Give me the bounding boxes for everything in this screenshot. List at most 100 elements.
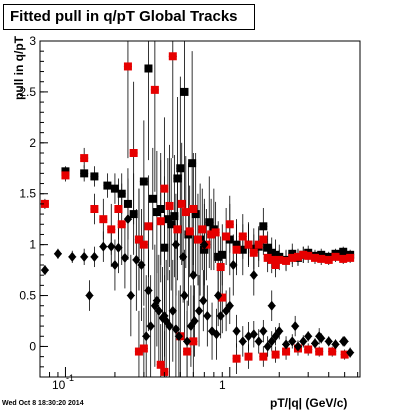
y-tick-label: 1 [29,238,36,252]
data-point-diamond [214,290,223,301]
data-point-square [218,293,227,302]
data-point-square [61,167,70,176]
data-point-square [211,228,220,237]
data-point-diamond [154,305,163,316]
data-point-square [61,171,70,180]
data-point-diamond [310,338,319,349]
data-point-square [189,337,198,346]
data-point-diamond [225,300,234,311]
data-point-square [40,199,49,208]
error-bars [40,41,355,377]
data-point-diamond [165,321,174,332]
data-point-diamond [189,270,198,281]
data-point-diamond [324,336,333,347]
data-point-diamond [99,241,108,252]
data-point-diamond [120,252,129,263]
data-point-diamond [346,347,355,358]
plot-frame [39,40,361,378]
data-point-diamond [249,329,258,340]
data-point-diamond [180,290,189,301]
data-point-square [167,220,176,229]
data-point-square [191,210,200,219]
data-point-square [183,347,192,356]
data-point-diamond [160,310,169,321]
data-point-square [275,255,284,264]
data-point-square [189,205,198,213]
data-point-square [310,253,319,262]
data-point-diamond [249,270,258,281]
data-point-square [263,253,272,262]
data-point-diamond [174,331,183,342]
data-point-diamond [288,336,297,347]
data-point-square [123,62,132,71]
data-point-square [267,255,276,264]
data-point-square [198,225,207,234]
data-point-diamond [85,290,94,301]
data-point-diamond [238,336,247,347]
data-point-diamond [232,326,241,337]
data-point-square [232,354,241,363]
data-point-square [168,52,177,61]
data-point-diamond [168,305,177,316]
data-point-diamond [200,239,209,250]
data-point-square [282,256,291,265]
data-point-square [156,205,165,213]
data-point-square [249,244,258,253]
data-point-square [205,218,214,227]
data-point-square [299,250,308,259]
data-point-diamond [275,326,284,337]
data-point-square [207,230,216,239]
data-point-square [200,245,209,254]
data-point-square [144,64,153,73]
data-point-square [160,243,169,252]
data-point-diamond [199,295,208,306]
data-point-square [117,189,126,198]
data-point-square [90,205,99,213]
data-point-square [317,250,326,259]
data-point-square [117,220,126,229]
data-point-diamond [68,251,77,262]
data-point-diamond [331,339,340,350]
data-point-square [134,347,143,356]
timestamp: Wed Oct 8 18:30:20 2014 [2,400,84,407]
data-point-square [156,360,165,369]
data-point-diamond [254,336,263,347]
y-tick-label: 1.5 [19,187,36,201]
data-point-square [107,225,116,234]
data-point-diamond [142,331,151,342]
data-point-diamond [183,336,192,347]
data-point-square [134,235,143,244]
data-point-square [144,222,153,231]
y-axis-label: pull in q/pT [12,36,26,100]
data-point-square [129,149,138,157]
data-point-square [218,250,227,259]
y-axis-ticks: 0 0.5 1 1.5 2 2.5 3 [19,34,48,368]
x-axis-label: pT/|q| (GeV/c) [270,396,348,410]
data-point-diamond [304,331,313,342]
y-tick-label: 0 [29,339,36,353]
data-point-diamond [229,260,238,270]
data-point-diamond [212,329,221,340]
x-tick-label-1: 1 [219,378,226,392]
data-point-diamond [203,310,212,321]
data-point-square [170,212,179,221]
data-point-diamond [179,251,188,262]
data-point-square [156,217,165,226]
data-point-square [271,350,280,359]
data-point-diamond [152,295,161,306]
data-point-diamond [171,239,180,250]
data-point-diamond [282,339,291,350]
data-point-square [244,240,253,249]
data-point-square [232,245,241,254]
data-point-square [339,247,348,256]
chart-title: Fitted pull in q/pT Global Tracks [3,4,255,30]
data-point-square [176,164,185,173]
data-point-square [288,249,297,258]
data-point-square [181,208,190,217]
data-point-square [165,201,174,210]
data-point-square [259,352,268,361]
data-point-square [249,248,258,257]
data-point-diamond [126,290,135,301]
data-point-diamond [263,341,272,352]
